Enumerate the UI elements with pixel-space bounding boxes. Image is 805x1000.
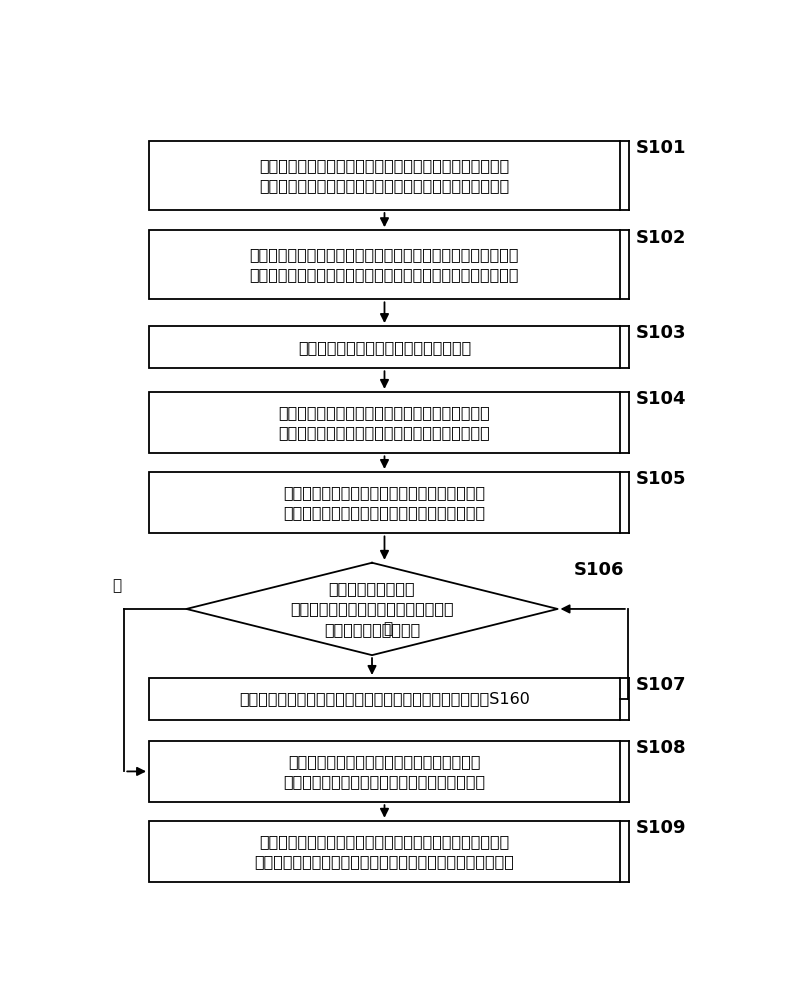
Bar — [149, 472, 620, 533]
Text: S108: S108 — [636, 739, 687, 757]
Bar — [149, 326, 620, 368]
Text: 对每个客服单元建立至少一个子类标签，每个所述子类标签
归属于预设的一属性标签，所述属性标签至少包括任务媒介: 对每个客服单元建立至少一个子类标签，每个所述子类标签 归属于预设的一属性标签，所… — [259, 158, 510, 193]
Text: 将所述待分配任务重新加入所述待分配任务队列，返回步骤S160: 将所述待分配任务重新加入所述待分配任务队列，返回步骤S160 — [239, 692, 530, 707]
Text: 将所述待分配任务作为代应答任务加入到所述
成功建立会话的所述客服单元的代应答任务队列: 将所述待分配任务作为代应答任务加入到所述 成功建立会话的所述客服单元的代应答任务… — [283, 754, 485, 789]
Text: S107: S107 — [636, 676, 687, 694]
Text: S101: S101 — [636, 139, 687, 157]
Text: 筛选满足所述分配请求的全部所述子类标签的客服
单元，将筛选出的客服单元建立一任务应答备选组: 筛选满足所述分配请求的全部所述子类标签的客服 单元，将筛选出的客服单元建立一任务… — [279, 405, 490, 440]
Text: S109: S109 — [636, 819, 687, 837]
Bar — [149, 141, 620, 210]
Text: S104: S104 — [636, 390, 687, 408]
Text: 接收一关于任务的分配请求，所述分配请求包括至少一个关于所
述任务的子类标签，每个所述子类标签归属于预设的一属性标签: 接收一关于任务的分配请求，所述分配请求包括至少一个关于所 述任务的子类标签，每个… — [250, 247, 519, 282]
Text: S106: S106 — [574, 561, 625, 579]
Text: 判断是否能建立所述
待分配任务与所述任务应答备选组中任
意一个客服单元的会话: 判断是否能建立所述 待分配任务与所述任务应答备选组中任 意一个客服单元的会话 — [290, 581, 454, 637]
Bar — [149, 230, 620, 299]
Text: 当所述代应答任务队列轮询到所述代应答任务时，将所述客
服单元加入到所述信息交互容器，所述客服单元应答所述任务: 当所述代应答任务队列轮询到所述代应答任务时，将所述客 服单元加入到所述信息交互容… — [254, 834, 514, 869]
Bar — [149, 392, 620, 453]
Text: S103: S103 — [636, 324, 687, 342]
Text: 否: 否 — [383, 621, 392, 636]
Text: 是: 是 — [112, 579, 122, 594]
Bar — [149, 821, 620, 882]
Text: 根据所述分配请求和任务应答备选组建立待分配
任务，将所述待分配任务加入到待分配任务队列: 根据所述分配请求和任务应答备选组建立待分配 任务，将所述待分配任务加入到待分配任… — [283, 485, 485, 520]
Bar — [149, 678, 620, 720]
Bar — [149, 741, 620, 802]
Text: S102: S102 — [636, 229, 687, 247]
Text: S105: S105 — [636, 470, 687, 488]
Text: 根据所述分配请求加入到一信息交互容器: 根据所述分配请求加入到一信息交互容器 — [298, 340, 471, 355]
